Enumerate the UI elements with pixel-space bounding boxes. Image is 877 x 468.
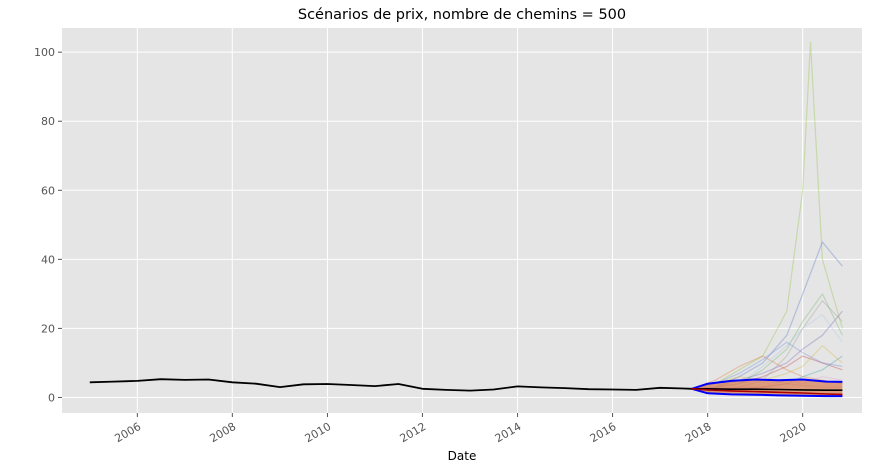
y-tick-label: 100 xyxy=(34,46,55,59)
x-tick-label: 2008 xyxy=(207,420,238,445)
x-axis-ticks: 2006 2008 2010 2012 2014 2016 2018 2020 xyxy=(112,413,809,445)
median-line xyxy=(691,387,843,392)
series-lines xyxy=(89,378,843,398)
x-tick-label: 2018 xyxy=(683,420,714,445)
x-tick-label: 2020 xyxy=(778,420,809,445)
x-tick-label: 2012 xyxy=(398,420,429,445)
y-tick-label: 20 xyxy=(41,322,55,335)
scenario-fan-area xyxy=(691,379,843,397)
chart-title: Scénarios de prix, nombre de chemins = 5… xyxy=(298,7,626,23)
plot-background xyxy=(62,28,862,413)
lower-band-line xyxy=(691,387,843,398)
upper-band-line xyxy=(691,378,843,390)
y-tick-label: 80 xyxy=(41,115,55,128)
y-tick-label: 60 xyxy=(41,184,55,197)
x-axis-label: Date xyxy=(448,449,477,463)
x-tick-label: 2010 xyxy=(303,420,334,445)
grid-lines xyxy=(62,28,862,413)
scenario-fan xyxy=(691,379,843,397)
simulated-path-line xyxy=(691,355,843,390)
x-tick-label: 2016 xyxy=(588,420,619,445)
historical-line xyxy=(89,378,692,392)
x-tick-label: 2006 xyxy=(112,420,143,445)
mean-line xyxy=(691,388,843,396)
y-axis-ticks: 0 20 40 60 80 100 xyxy=(34,46,62,404)
y-tick-label: 0 xyxy=(48,391,55,404)
simulated-path-line xyxy=(691,41,843,390)
x-tick-label: 2014 xyxy=(493,420,524,445)
y-tick-label: 40 xyxy=(41,253,55,266)
